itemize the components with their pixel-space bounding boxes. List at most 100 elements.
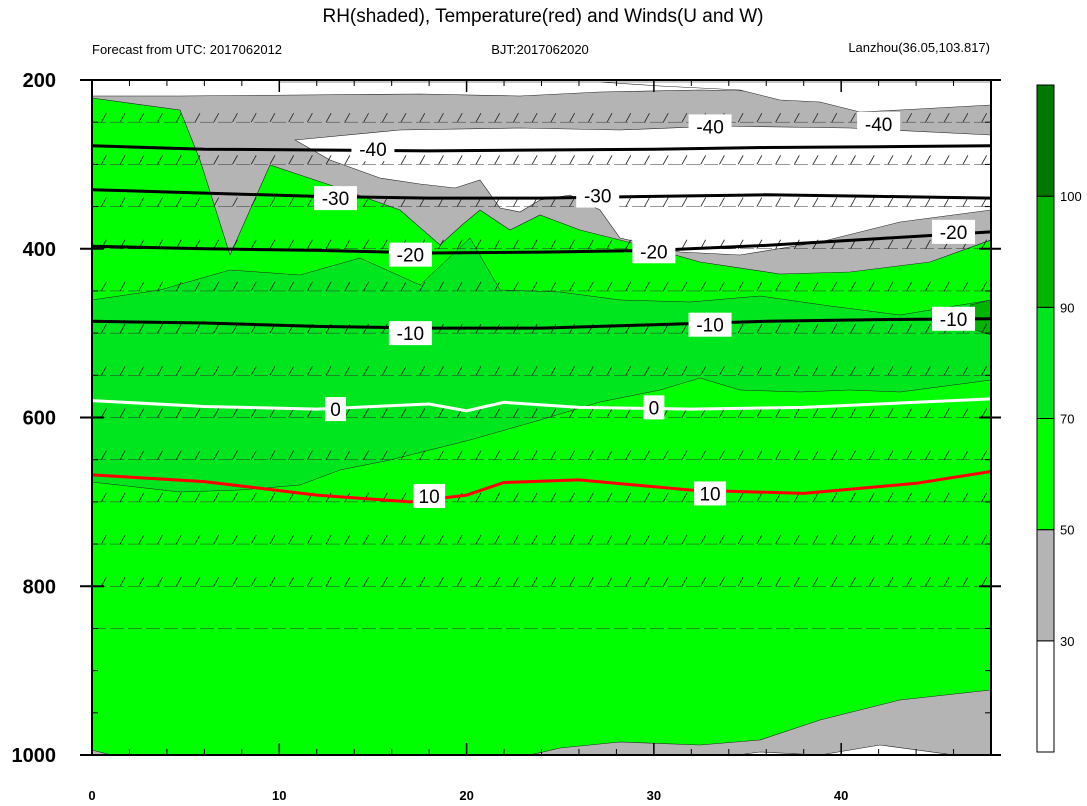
wind-barb	[831, 323, 838, 334]
wind-barb	[831, 155, 838, 165]
contour-label-box	[932, 219, 976, 244]
wind-barb	[213, 577, 220, 587]
wind-barb	[868, 197, 875, 207]
wind-barb	[906, 492, 913, 503]
wind-barb	[513, 366, 519, 376]
wind-barb	[737, 492, 744, 503]
wind-barb	[793, 450, 800, 460]
wind-barb	[363, 281, 369, 292]
wind-barb	[906, 197, 913, 207]
wind-barb	[175, 492, 182, 503]
wind-barb	[494, 112, 501, 123]
wind-barb	[793, 197, 800, 207]
wind-barb	[793, 281, 800, 292]
wind-barb	[513, 450, 519, 460]
wind-barb	[700, 577, 707, 587]
wind-barb	[550, 450, 557, 460]
wind-barb	[288, 197, 295, 207]
wind-barb	[925, 239, 931, 249]
wind-barb	[587, 281, 594, 292]
wind-barb	[719, 197, 725, 207]
wind-barb	[138, 450, 145, 460]
wind-barb	[325, 577, 332, 587]
wind-barb	[438, 450, 444, 460]
wind-barb	[906, 450, 913, 460]
wind-barb	[850, 534, 856, 545]
subtitle-center: BJT:2017062020	[491, 42, 589, 57]
wind-barb	[494, 155, 501, 165]
wind-barb	[587, 450, 594, 460]
y-tick-label: 600	[23, 408, 56, 430]
wind-barb	[906, 323, 913, 334]
wind-barb	[232, 450, 238, 460]
contour-label: 0	[330, 400, 341, 421]
wind-barb	[494, 239, 501, 249]
wind-barb	[119, 450, 126, 460]
y-tick-label: 400	[23, 239, 56, 261]
wind-barb	[644, 197, 650, 207]
wind-barb	[175, 577, 182, 587]
wind-barb	[625, 366, 632, 376]
wind-barb	[101, 197, 107, 207]
wind-barb	[569, 281, 575, 292]
wind-barb	[831, 366, 838, 376]
wind-barb	[194, 366, 201, 376]
wind-barb	[868, 534, 875, 545]
wind-barb	[831, 577, 838, 587]
temperature-contour	[92, 188, 991, 200]
wind-barb	[850, 112, 856, 123]
wind-barb	[793, 534, 800, 545]
contour-label: -40	[865, 115, 892, 136]
wind-barb	[325, 534, 332, 545]
temperature-contour	[92, 144, 991, 153]
wind-barb	[531, 534, 538, 545]
wind-barb	[943, 281, 950, 292]
wind-barb	[119, 323, 126, 334]
wind-barb	[925, 366, 931, 376]
wind-barb	[756, 534, 763, 545]
contour-label: -30	[584, 187, 611, 208]
wind-barb	[775, 577, 781, 587]
contour-label-box	[932, 306, 976, 331]
wind-barb	[288, 155, 295, 165]
wind-barb	[232, 492, 238, 503]
wind-barb	[456, 366, 463, 376]
wind-barb	[325, 366, 332, 376]
wind-barb	[101, 408, 107, 418]
wind-barb	[157, 323, 163, 334]
wind-barb	[756, 281, 763, 292]
wind-barb	[119, 366, 126, 376]
wind-barb	[550, 534, 557, 545]
wind-barb	[138, 366, 145, 376]
wind-barb	[213, 112, 220, 123]
wind-barb	[644, 366, 650, 376]
wind-barb	[419, 577, 426, 587]
wind-barb	[887, 492, 894, 503]
wind-barb	[438, 239, 444, 249]
wind-barb	[812, 366, 819, 376]
wind-barb	[194, 323, 201, 334]
temperature-contour	[92, 230, 991, 255]
wind-barb	[157, 492, 163, 503]
wind-barb	[325, 155, 332, 165]
wind-barb	[812, 450, 819, 460]
wind-barb	[662, 281, 669, 292]
wind-barb	[644, 450, 650, 460]
wind-barb	[138, 323, 145, 334]
wind-barb	[250, 197, 257, 207]
wind-barb	[775, 197, 781, 207]
wind-barb	[943, 492, 950, 503]
wind-barb	[419, 408, 426, 418]
colorbar: 30 50 70 90 100	[1036, 84, 1082, 753]
wind-barb	[569, 408, 575, 418]
wind-barb	[213, 366, 220, 376]
wind-barb	[307, 366, 313, 376]
wind-barb	[419, 155, 426, 165]
wind-barb	[101, 323, 107, 334]
wind-barb	[513, 534, 519, 545]
wind-barb	[288, 450, 295, 460]
wind-barb	[194, 197, 201, 207]
contour-label: 0	[649, 398, 660, 419]
wind-barb	[662, 155, 669, 165]
wind-barb	[213, 197, 220, 207]
